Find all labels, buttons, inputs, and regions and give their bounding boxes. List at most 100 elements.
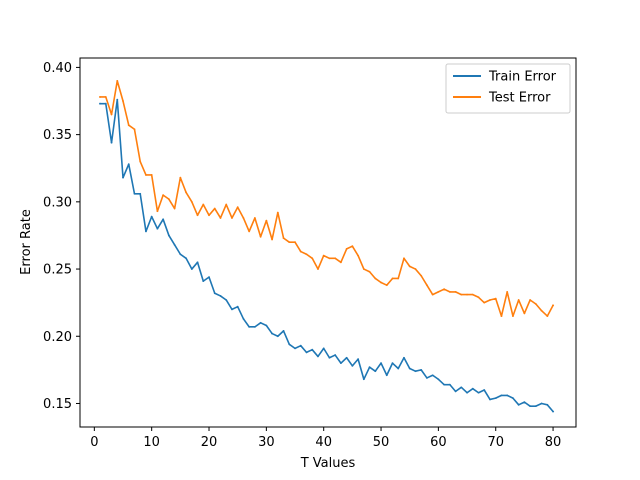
- data-point-train-error: [328, 356, 331, 359]
- data-point-train-error: [540, 402, 543, 405]
- data-point-train-error: [104, 102, 107, 105]
- data-point-train-error: [351, 364, 354, 367]
- data-point-train-error: [471, 387, 474, 390]
- y-tick-label: 0.20: [43, 330, 72, 345]
- data-point-test-error: [374, 277, 377, 280]
- data-point-train-error: [517, 403, 520, 406]
- data-point-test-error: [437, 291, 440, 293]
- data-point-train-error: [110, 141, 113, 144]
- data-point-test-error: [288, 241, 291, 244]
- data-point-train-error: [305, 351, 308, 354]
- data-point-test-error: [139, 160, 142, 163]
- series-points-test-error: [99, 79, 554, 317]
- data-point-test-error: [276, 211, 279, 214]
- data-point-train-error: [156, 227, 159, 230]
- data-point-train-error: [403, 356, 405, 359]
- data-point-train-error: [466, 391, 468, 394]
- data-point-train-error: [162, 218, 165, 221]
- data-point-train-error: [489, 398, 491, 401]
- data-point-train-error: [534, 405, 537, 408]
- data-point-train-error: [448, 383, 451, 386]
- data-point-test-error: [259, 235, 262, 238]
- data-point-train-error: [213, 292, 216, 295]
- data-point-test-error: [208, 214, 210, 217]
- series-layer: [99, 79, 555, 413]
- data-point-test-error: [173, 207, 176, 210]
- y-tick-label: 0.35: [43, 128, 72, 143]
- x-axis: 0 10 20 30 40 50 60 70 80: [90, 427, 561, 450]
- data-point-train-error: [276, 335, 279, 338]
- data-point-train-error: [322, 347, 325, 350]
- x-axis-title: T Values: [300, 456, 356, 471]
- x-tick-label: 50: [373, 435, 390, 450]
- data-point-test-error: [460, 293, 463, 296]
- series-line-test-error: [99, 80, 555, 317]
- data-point-test-error: [236, 206, 239, 209]
- x-tick-label: 10: [143, 435, 160, 450]
- data-point-train-error: [454, 390, 457, 393]
- data-point-test-error: [431, 293, 434, 296]
- data-point-test-error: [391, 277, 394, 280]
- y-tick-label: 0.40: [43, 61, 72, 76]
- data-point-test-error: [362, 268, 365, 270]
- data-point-test-error: [380, 281, 382, 284]
- data-point-test-error: [397, 277, 400, 280]
- data-point-train-error: [271, 332, 273, 335]
- data-point-test-error: [466, 293, 468, 296]
- plot-frame: [79, 57, 577, 428]
- data-point-test-error: [133, 128, 136, 131]
- legend: Train Error Test Error: [445, 63, 571, 114]
- data-point-test-error: [408, 265, 411, 268]
- data-point-test-error: [253, 217, 256, 219]
- data-point-test-error: [305, 253, 308, 256]
- data-point-test-error: [219, 217, 222, 219]
- data-point-train-error: [512, 397, 514, 399]
- data-point-test-error: [403, 257, 405, 260]
- data-point-test-error: [426, 284, 428, 287]
- data-point-train-error: [208, 276, 210, 279]
- data-point-train-error: [391, 362, 394, 365]
- data-point-test-error: [368, 270, 371, 273]
- legend-label-test-error: Test Error: [488, 91, 551, 106]
- data-point-test-error: [552, 304, 554, 307]
- data-point-train-error: [408, 367, 411, 370]
- data-point-test-error: [282, 237, 285, 240]
- data-point-test-error: [351, 245, 354, 248]
- data-point-train-error: [483, 389, 486, 391]
- data-point-train-error: [122, 176, 124, 179]
- data-point-test-error: [534, 303, 537, 305]
- data-point-test-error: [104, 96, 107, 98]
- data-point-train-error: [523, 401, 526, 404]
- data-point-train-error: [437, 378, 440, 381]
- y-axis: 0.15 0.20 0.25 0.30 0.35 0.40: [43, 61, 80, 412]
- x-tick-label: 20: [201, 435, 218, 450]
- data-point-test-error: [167, 198, 170, 201]
- data-point-test-error: [345, 247, 348, 250]
- data-point-test-error: [317, 268, 319, 270]
- data-point-train-error: [494, 397, 497, 399]
- data-point-train-error: [443, 383, 446, 386]
- data-point-train-error: [334, 354, 337, 356]
- y-tick-label: 0.25: [43, 263, 72, 278]
- data-point-test-error: [265, 219, 268, 222]
- x-tick-label: 60: [430, 435, 447, 450]
- data-point-train-error: [397, 367, 400, 370]
- data-point-test-error: [213, 207, 216, 210]
- data-point-test-error: [489, 299, 491, 301]
- y-tick-label: 0.15: [43, 397, 72, 412]
- data-point-train-error: [368, 366, 371, 369]
- data-point-train-error: [414, 370, 417, 373]
- data-point-train-error: [374, 370, 377, 373]
- data-point-train-error: [362, 378, 365, 381]
- data-point-test-error: [517, 299, 520, 301]
- x-tick-label: 0: [90, 435, 98, 450]
- data-point-test-error: [162, 194, 165, 197]
- data-point-train-error: [529, 405, 532, 408]
- data-point-test-error: [225, 203, 228, 206]
- data-point-test-error: [471, 293, 474, 296]
- data-point-train-error: [477, 391, 480, 394]
- data-point-test-error: [512, 315, 514, 317]
- data-point-train-error: [219, 295, 222, 297]
- x-tick-label: 30: [258, 435, 275, 450]
